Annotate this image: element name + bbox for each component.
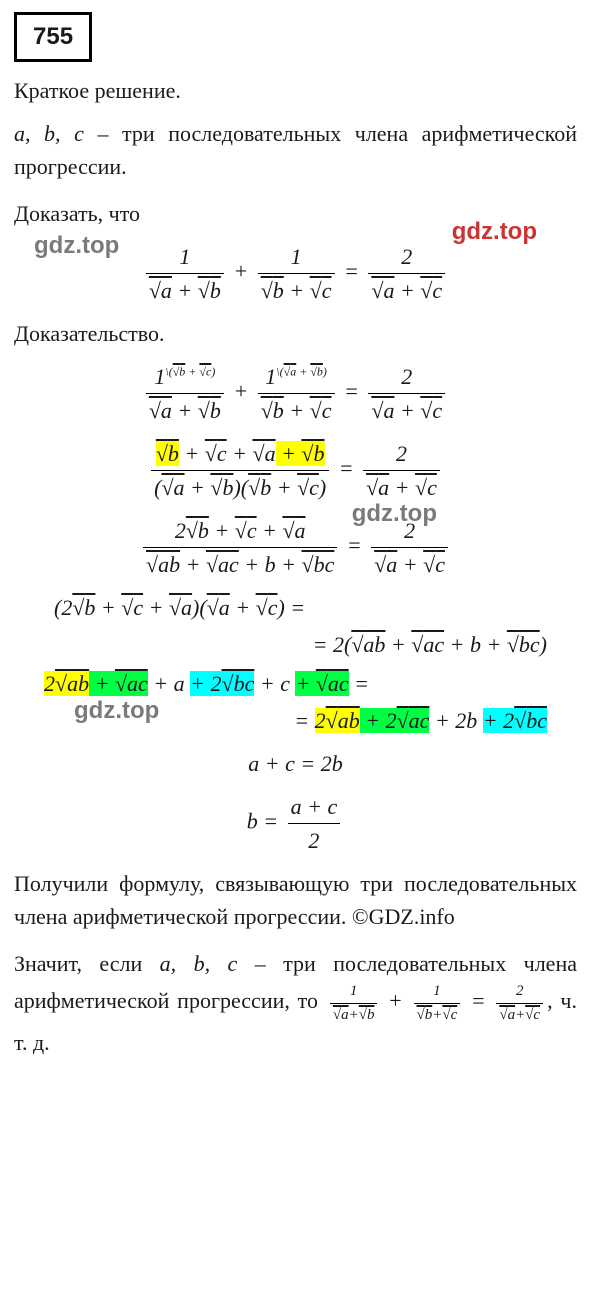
proof-final-1: a + c = 2b <box>14 747 577 780</box>
proof-line-5: 2ab + ac + a + 2bc + c + ac = gdz.top = … <box>14 667 577 737</box>
watermark-3: gdz.top <box>352 496 437 532</box>
watermark-1: gdz.top <box>34 228 119 264</box>
conclusion-paragraph: Значит, если a, b, c – три последователь… <box>14 947 577 1059</box>
proof-line-2: b + c + a + b (a + b)(b + c) = 2 a + c <box>14 437 577 504</box>
proof-line-1: 1\(b + c) a + b + 1\(a + b) b + c = 2 a … <box>14 360 577 427</box>
watermark-2: gdz.top <box>452 214 537 250</box>
result-paragraph: Получили формулу, связывающую три послед… <box>14 867 577 933</box>
given-text: – три последовательных члена арифметичес… <box>14 121 577 179</box>
main-equation: gdz.top gdz.top 1 a + b + 1 b + c = 2 a … <box>14 240 577 307</box>
proof-final-2: b = a + c 2 <box>14 790 577 857</box>
proof-line-3: gdz.top 2b + c + a ab + ac + b + bc = 2 … <box>14 514 577 581</box>
brief-solution-heading: Краткое решение. <box>14 74 577 107</box>
watermark-4: gdz.top <box>74 693 159 729</box>
proof-line-4: (2b + c + a)(a + c) = = 2(ab + ac + b + … <box>14 591 577 661</box>
proof-heading: Доказательство. <box>14 317 577 350</box>
given-vars: a, b, c <box>14 121 84 146</box>
given-paragraph: a, b, c – три последовательных члена ари… <box>14 117 577 183</box>
problem-number: 755 <box>14 12 92 62</box>
